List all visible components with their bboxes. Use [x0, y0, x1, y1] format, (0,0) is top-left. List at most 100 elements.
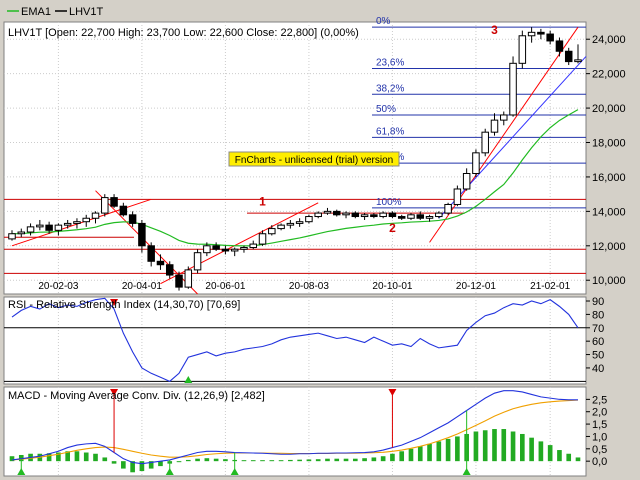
macd-hist-bar	[529, 437, 534, 462]
rsi-title: RSI - Relative Strength Index (14,30,70)…	[8, 299, 240, 311]
x-tick-label: 20-04-01	[122, 281, 162, 292]
legend-price-label[interactable]: LHV1T	[69, 6, 104, 18]
rsi-y-tick-label: 50	[592, 350, 604, 362]
candle-body	[397, 216, 406, 219]
macd-hist-bar	[241, 460, 247, 462]
candle-body	[45, 224, 53, 231]
fib-level-label: 61,8%	[376, 126, 404, 137]
sell-signal-arrow	[110, 389, 119, 396]
candle-body	[295, 221, 304, 224]
sell-signal-arrow	[110, 299, 119, 306]
macd-y-tick-label: 2,5	[592, 394, 607, 406]
candle-body	[203, 245, 211, 254]
macd-hist-bar	[473, 431, 479, 462]
macd-hist-bar	[121, 461, 126, 469]
macd-hist-bar	[352, 458, 358, 462]
legend-ema-label[interactable]: EMA1	[21, 6, 51, 18]
candle-body	[509, 62, 517, 116]
rsi-y-tick-label: 40	[592, 363, 604, 375]
rsi-markers	[110, 299, 193, 383]
price-panel[interactable]: 0%23,6%38,2%50%61,8%76,4%100% 123 LHV1T …	[3, 16, 587, 295]
macd-title: MACD - Moving Average Conv. Div. (12,26,…	[8, 390, 265, 402]
x-axis: 20-02-03 20-04-01 20-06-01 20-08-03 20-10-01…	[38, 281, 570, 292]
candle-body	[26, 226, 35, 233]
candle-body	[63, 222, 72, 226]
macd-line	[11, 390, 578, 465]
macd-y-tick-label: 0,0	[592, 456, 607, 468]
candle-body	[258, 233, 267, 245]
macd-panel-bg	[3, 386, 587, 477]
macd-hist-bar	[343, 458, 349, 462]
macd-hist-bar	[185, 459, 191, 462]
candle-body	[110, 197, 118, 207]
price-y-tick-label: 12,000	[592, 241, 626, 253]
candle-body	[73, 221, 81, 224]
candle-body	[249, 243, 257, 249]
support-resistance-lines	[4, 198, 586, 274]
candle-body	[165, 264, 174, 276]
candle-body	[323, 210, 332, 214]
macd-y-tick-label: 0,5	[592, 444, 607, 456]
candle-body	[54, 224, 63, 231]
buy-signal-arrow	[184, 376, 193, 383]
candle-body	[240, 247, 248, 250]
fib-level-label: 100%	[376, 197, 402, 208]
macd-panel[interactable]: MACD - Moving Average Conv. Div. (12,26,…	[3, 386, 587, 477]
macd-hist-bar	[269, 460, 275, 462]
sell-signal-arrow	[388, 389, 397, 396]
macd-hist-bar	[297, 459, 302, 462]
candle-body	[490, 119, 499, 133]
buy-signal-arrow	[165, 468, 174, 475]
macd-hist-bar	[195, 458, 200, 462]
macd-hist-bar	[65, 451, 70, 462]
watermark-bg	[228, 151, 400, 167]
macd-hist-bar	[83, 452, 89, 462]
candlesticks	[8, 27, 582, 291]
price-y-tick-label: 16,000	[592, 172, 626, 184]
macd-hist-bar	[325, 458, 330, 462]
trendline-blue	[438, 56, 587, 219]
macd-hist-bar	[399, 451, 405, 462]
macd-hist-bar	[575, 457, 581, 462]
legend: EMA1 LHV1T	[0, 0, 640, 22]
candle-body	[425, 216, 434, 219]
macd-hist-bar	[18, 454, 24, 462]
trendline-red	[11, 198, 152, 247]
macd-hist-bar	[223, 459, 228, 462]
price-title: LHV1T [Open: 22,700 High: 23,700 Low: 22…	[8, 27, 359, 39]
macd-hist-bar	[46, 453, 52, 462]
macd-hist-bar	[315, 459, 321, 462]
macd-y-tick-label: 1,0	[592, 431, 607, 443]
macd-y-tick-label: 2,0	[592, 407, 607, 419]
candle-body	[407, 214, 415, 219]
macd-hist-bar	[371, 457, 377, 462]
macd-markers	[17, 389, 471, 475]
candle-body	[527, 31, 536, 37]
candle-body	[147, 245, 155, 262]
candle-body	[184, 269, 193, 288]
rsi-panel[interactable]: RSI - Relative Strength Index (14,30,70)…	[3, 296, 587, 385]
watermark: FnCharts - unlicensed (trial) version	[228, 151, 400, 167]
macd-hist-bar	[362, 458, 367, 462]
macd-hist-bar	[260, 460, 265, 462]
candle-body	[537, 31, 545, 35]
candle-body	[101, 197, 109, 214]
macd-hist-bar	[139, 461, 145, 472]
price-y-tick-label: 20,000	[592, 103, 626, 115]
candle-body	[416, 214, 425, 219]
macd-hist-bar	[93, 453, 98, 462]
candle-body	[230, 248, 239, 252]
macd-hist-bar	[130, 461, 135, 473]
candle-body	[360, 214, 369, 218]
price-y-tick-label: 22,000	[592, 69, 626, 81]
macd-hist-bar	[566, 453, 572, 462]
fib-level-label: 23,6%	[376, 57, 404, 68]
ema-line	[11, 109, 579, 247]
macd-hist-bar	[148, 461, 154, 469]
candle-body	[156, 260, 165, 266]
macd-y-tick-label: 1,5	[592, 419, 607, 431]
candle-body	[119, 205, 128, 216]
macd-hist-bar	[427, 443, 432, 462]
